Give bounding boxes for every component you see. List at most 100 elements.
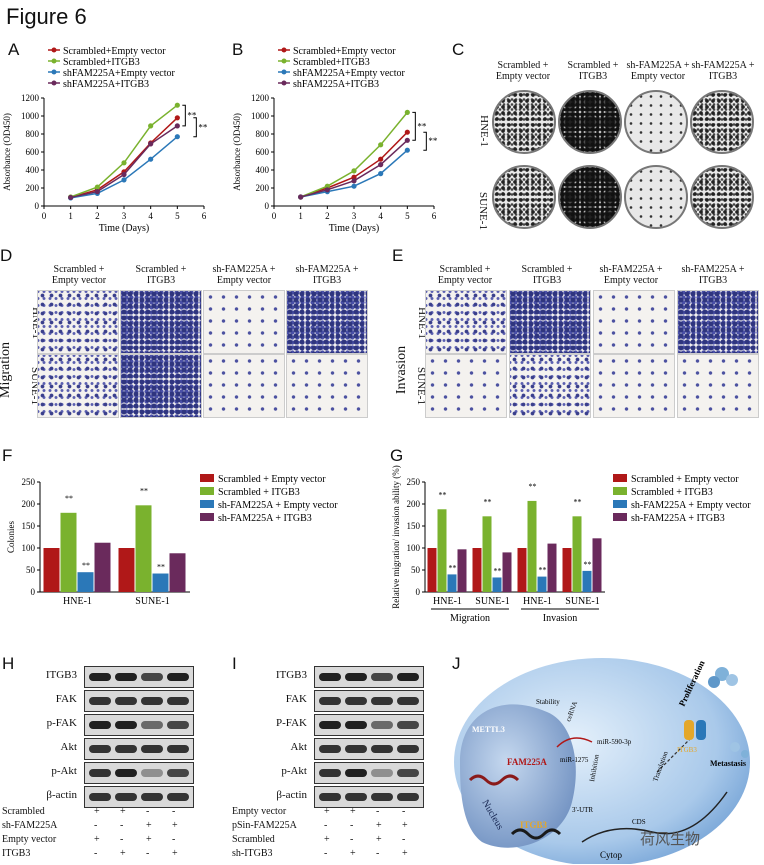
blot-band [141,697,163,705]
blot-condition-label: pSin-FAM225A [232,820,297,831]
y-tick-label: 800 [26,129,40,139]
y-axis-label: Colonies [6,521,16,553]
rna-arrow [556,737,593,748]
blot-band [89,673,111,681]
j-label-fam225a: FAM225A [507,757,547,767]
bar [527,500,537,592]
blot-band [319,721,341,729]
cell-cluster-icon [726,674,738,686]
svg-text:METTL3: METTL3 [472,725,505,734]
e-col-label-3: sh-FAM225A + Empty vector [599,264,663,286]
micrograph [509,290,591,354]
d-col-label-2: Scrambled + ITGB3 [135,264,187,286]
blot-condition-sign: + [146,820,152,831]
data-point [68,194,74,201]
svg-text:3'-UTR: 3'-UTR [572,806,593,814]
y-tick-label: 100 [407,543,421,553]
blot-condition-sign: + [172,848,178,859]
legend-swatch [200,513,214,521]
panel-letter-e: E [392,246,404,265]
j-label-cds: CDS [632,818,646,826]
bar [169,553,186,592]
bar [457,549,467,592]
legend-marker [281,80,287,86]
data-point [298,194,304,200]
blot-protein-label: p-Akt [281,765,307,777]
data-point [404,109,410,115]
panel-letter-c: C [452,40,465,59]
y-axis-label: Absorbance (OD450) [2,113,12,191]
svg-text:ITGB3: ITGB3 [677,746,697,754]
micrograph [203,290,285,354]
blot-condition-sign: + [324,834,330,845]
legend-label: Scrambled+ITGB3 [63,57,140,68]
blot-strip [314,690,424,712]
j-label-cytoplasm: Cytop [600,850,623,860]
legend-marker [281,58,287,64]
j-label-mettl3: METTL3 [472,725,505,734]
y-tick-label: 600 [256,147,270,157]
data-point [351,168,357,174]
blot-condition-sign: - [94,848,98,859]
blot-protein-label: p-FAK [46,717,77,729]
significance-bracket [423,131,427,151]
j-label-mir1275: miR-1275 [560,756,589,764]
x-tick-label: HNE-1 [63,596,92,607]
legend-label: Scrambled + Empty vector [218,474,326,485]
micrograph [677,354,759,418]
y-tick-label: 1200 [251,93,270,103]
itgb3-receptor-icon [684,720,694,740]
micrograph [593,290,675,354]
blot-condition-sign: - [146,806,150,817]
y-tick-label: 100 [22,543,36,553]
blot-strip [84,666,194,688]
y-tick-label: 600 [26,147,40,157]
blot-band [141,769,163,777]
blot-band [319,769,341,777]
blot-strip [84,690,194,712]
blot-band [167,793,189,801]
bar [482,516,492,592]
y-tick-label: 200 [22,499,36,509]
y-tick-label: 1000 [21,111,40,121]
blot-condition-sign: - [146,848,150,859]
d-col-label-3: sh-FAM225A + Empty vector [212,264,276,286]
blot-condition-label: sh-ITGB3 [232,848,273,859]
blot-band [115,769,137,777]
blot-band [345,673,367,681]
panel-letter-d: D [0,246,13,265]
panel-letter-i: I [232,654,237,673]
blot-band [397,721,419,729]
data-point [378,171,384,177]
svg-text:miR-1275: miR-1275 [560,756,589,764]
data-point [94,184,100,190]
colony-dish [690,90,754,154]
panel-letter-g: G [390,446,404,465]
svg-text:FAM225A: FAM225A [507,757,547,767]
legend-label: shFAM225A+Empty vector [63,68,176,79]
micrograph [677,290,759,354]
significance-mark: ** [494,566,502,575]
dna-helix-icon [510,828,562,840]
svg-text:Cytop: Cytop [600,850,623,860]
micrograph [286,290,368,354]
blot-band [371,673,393,681]
blot-band [345,697,367,705]
colony-dish [558,165,622,229]
blot-band [167,769,189,777]
bar [572,516,582,592]
legend-marker [51,58,57,64]
x-tick-label: 3 [352,211,357,221]
x-tick-label: 0 [42,211,47,221]
significance-mark: ** [574,497,582,506]
dna-helix-icon [468,774,520,786]
data-point [378,162,384,168]
x-tick-label: 0 [272,211,277,221]
x-tick-label: 2 [95,211,100,221]
blot-condition-sign: + [120,848,126,859]
watermark: 荷风生物 [640,830,701,848]
data-point [404,129,410,135]
blot-strip [314,666,424,688]
significance-mark: ** [584,560,592,569]
blot-strip [314,762,424,784]
